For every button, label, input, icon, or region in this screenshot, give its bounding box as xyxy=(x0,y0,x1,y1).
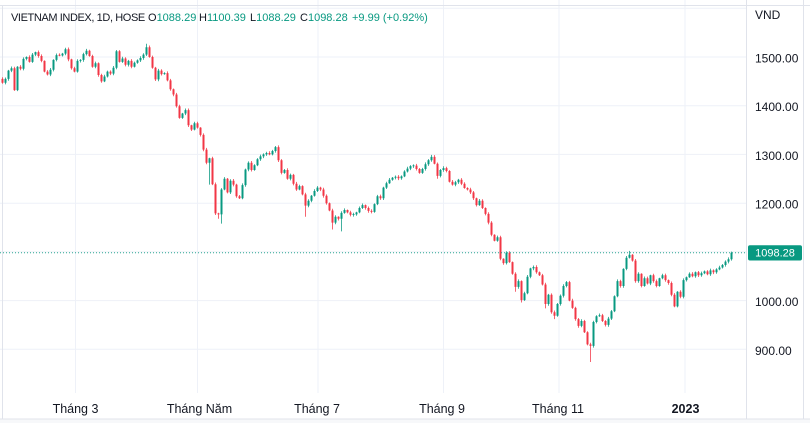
svg-text:Tháng 9: Tháng 9 xyxy=(419,402,465,416)
svg-text:Tháng 7: Tháng 7 xyxy=(294,402,340,416)
svg-text:Tháng 3: Tháng 3 xyxy=(53,402,99,416)
svg-text:2023: 2023 xyxy=(672,402,700,416)
svg-text:VND: VND xyxy=(755,8,781,22)
svg-text:1400.00: 1400.00 xyxy=(755,100,799,114)
svg-text:VIETNAM INDEX, 1D, HOSE: VIETNAM INDEX, 1D, HOSE xyxy=(11,12,145,24)
svg-text:1200.00: 1200.00 xyxy=(755,198,799,212)
svg-text:1500.00: 1500.00 xyxy=(755,52,799,66)
svg-text:L1088.29: L1088.29 xyxy=(250,12,296,24)
svg-text:900.00: 900.00 xyxy=(755,344,792,358)
svg-text:O1088.29: O1088.29 xyxy=(148,12,196,24)
svg-text:+9.99 (+0.92%): +9.99 (+0.92%) xyxy=(352,12,428,24)
svg-text:Tháng Năm: Tháng Năm xyxy=(167,402,232,416)
svg-text:Tháng 11: Tháng 11 xyxy=(532,402,584,416)
svg-text:1000.00: 1000.00 xyxy=(755,295,799,309)
svg-text:1098.28: 1098.28 xyxy=(755,248,795,260)
svg-text:1300.00: 1300.00 xyxy=(755,149,799,163)
svg-text:H1100.39: H1100.39 xyxy=(199,12,246,24)
svg-text:C1098.28: C1098.28 xyxy=(300,12,348,24)
